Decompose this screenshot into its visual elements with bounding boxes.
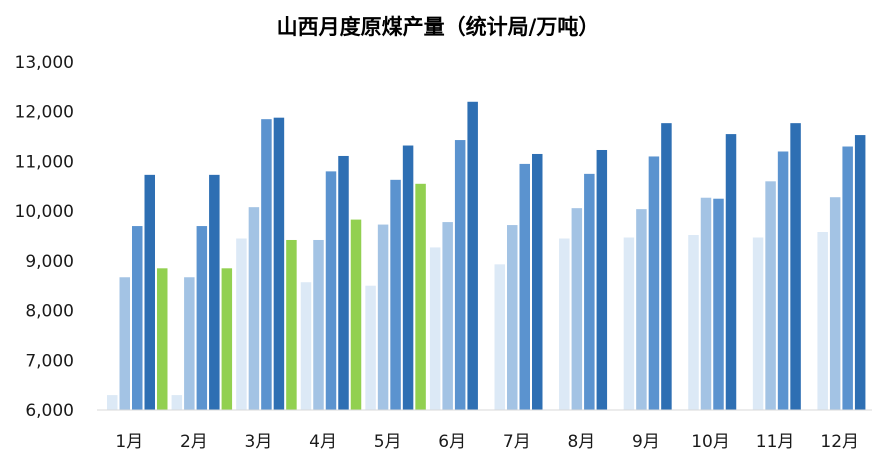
bar [171,395,183,410]
bar [790,123,801,411]
bars [107,101,866,411]
bar [196,226,208,410]
bar [688,235,699,410]
bar [261,119,272,411]
bar [107,395,118,410]
bar [700,197,712,410]
bar [725,134,737,410]
bar [713,198,724,410]
bar [429,247,441,410]
bar [350,219,362,410]
bar [442,222,453,410]
bar [119,277,130,410]
bar [415,183,426,410]
x-axis: 1月 2月 3月 4月 5月 6月 7月 8月 9月 10月 11月 12月 [97,409,872,452]
bar [273,117,285,411]
x-tick-label: 8月 [567,432,595,452]
bar [854,135,866,410]
bar [752,237,764,410]
x-tick-label: 6月 [438,432,466,452]
bar [286,239,297,410]
y-tick-label: 9,000 [25,252,74,272]
y-tick-label: 6,000 [25,401,74,421]
y-tick-label: 7,000 [25,351,74,371]
x-tick-label: 11月 [756,432,795,452]
bar [300,282,312,410]
y-axis: 6,000 7,000 8,000 9,000 10,000 11,000 12,000 13… [15,53,74,421]
bar [325,171,337,410]
x-tick-label: 3月 [245,432,273,452]
bar [402,145,414,410]
bar [184,277,195,410]
chart-title: 山西月度原煤产量（统计局/万吨） [277,15,600,39]
bar [623,237,635,410]
y-tick-label: 12,000 [15,103,74,123]
bar [377,224,389,410]
y-tick-label: 10,000 [15,202,74,222]
bar [132,226,143,410]
x-tick-label: 7月 [503,432,531,452]
x-tick-label: 10月 [691,432,730,452]
bar [596,149,608,411]
bar [494,264,505,410]
x-tick-label: 2月 [180,432,208,452]
bar [467,101,478,411]
bar [584,173,595,410]
x-tick-label: 4月 [309,432,337,452]
bar [248,207,260,410]
bar [571,208,583,410]
bar [519,163,530,410]
bar [157,268,168,410]
bar [829,197,841,410]
y-tick-label: 11,000 [15,152,74,172]
bar [765,181,776,410]
bar [817,232,828,410]
x-tick-label: 1月 [115,432,143,452]
bar [648,156,660,410]
bar [338,155,349,410]
y-tick-label: 8,000 [25,302,74,322]
bar [507,225,518,410]
bar [221,268,233,410]
bar [144,174,155,410]
bar [236,238,247,410]
bar [636,209,647,410]
x-tick-label: 12月 [820,432,859,452]
x-tick-label: 5月 [374,432,402,452]
bar [454,140,466,411]
x-tick-label: 9月 [632,432,660,452]
bar [661,123,672,411]
bar [532,153,543,410]
bar [777,151,789,411]
bar [842,146,853,410]
bar [390,179,401,410]
bar [209,174,220,410]
y-tick-label: 13,000 [15,53,74,73]
bar [313,239,324,410]
bar [559,238,570,410]
bar [365,285,376,410]
